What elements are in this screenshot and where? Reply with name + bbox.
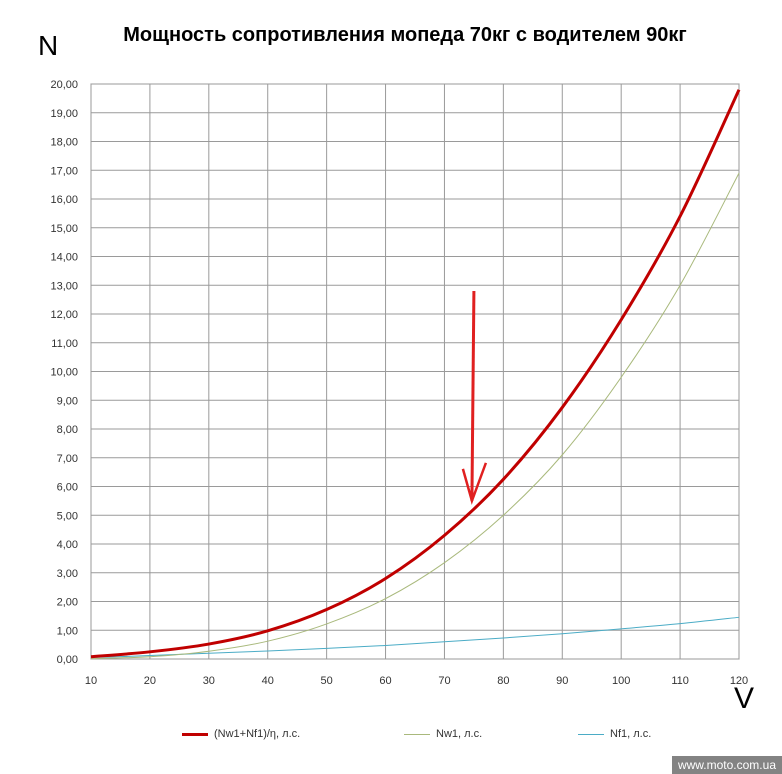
arrow-head [461, 462, 488, 505]
legend-label-nw1: Nw1, л.с. [436, 728, 483, 740]
x-tick-label: 10 [85, 675, 97, 687]
y-tick-label: 9,00 [57, 395, 78, 407]
x-tick-label: 90 [556, 675, 568, 687]
y-tick-label: 4,00 [57, 539, 78, 551]
y-tick-label: 18,00 [50, 137, 78, 149]
x-tick-label: 120 [730, 675, 748, 687]
y-tick-label: 8,00 [57, 424, 78, 436]
x-tick-label: 30 [203, 675, 215, 687]
y-tick-label: 13,00 [50, 280, 78, 292]
y-tick-label: 6,00 [57, 482, 78, 494]
x-tick-label: 110 [671, 675, 689, 687]
y-tick-label: 16,00 [50, 194, 78, 206]
series-line-nw1 [90, 172, 740, 660]
y-tick-label: 0,00 [57, 654, 78, 666]
x-tick-label: 80 [497, 675, 509, 687]
arrow-shaft [470, 290, 476, 501]
legend-label-total: (Nw1+Nf1)/η, л.с. [214, 728, 301, 740]
y-tick-label: 15,00 [50, 223, 78, 235]
x-tick-label: 40 [262, 675, 274, 687]
y-tick-label: 3,00 [57, 568, 78, 580]
legend-item-nw1: Nw1, л.с. [404, 728, 482, 740]
x-axis-label: V [734, 682, 755, 715]
y-tick-label: 17,00 [50, 165, 78, 177]
y-axis-label: N [38, 30, 59, 61]
legend-item-total: (Nw1+Nf1)/η, л.с. [182, 728, 300, 740]
y-tick-label: 11,00 [51, 338, 78, 350]
y-tick-label: 10,00 [50, 367, 78, 379]
y-tick-label: 7,00 [57, 453, 78, 465]
y-tick-label: 12,00 [50, 309, 78, 321]
y-tick-label: 2,00 [57, 597, 78, 609]
y-tick-label: 20,00 [50, 79, 78, 91]
x-tick-label: 70 [438, 675, 450, 687]
chart-title: Мощность сопротивления мопеда 70кг с вод… [123, 24, 687, 46]
legend-label-nf1: Nf1, л.с. [610, 728, 652, 740]
series-line-total [90, 89, 741, 659]
watermark: www.moto.com.ua [671, 756, 782, 774]
series-line-nf1 [90, 616, 740, 659]
legend-swatch-total [182, 732, 208, 736]
x-tick-label: 100 [612, 675, 630, 687]
y-tick-label: 14,00 [50, 252, 78, 264]
x-tick-label: 60 [379, 675, 391, 687]
y-tick-label: 5,00 [57, 510, 78, 522]
legend-item-nf1: Nf1, л.с. [578, 728, 651, 740]
x-tick-label: 20 [144, 675, 156, 687]
legend-swatch-nw1 [404, 733, 430, 735]
x-tick-label: 50 [321, 675, 333, 687]
y-tick-label: 19,00 [50, 108, 78, 120]
y-tick-label: 1,00 [57, 625, 78, 637]
legend-swatch-nf1 [578, 733, 604, 735]
